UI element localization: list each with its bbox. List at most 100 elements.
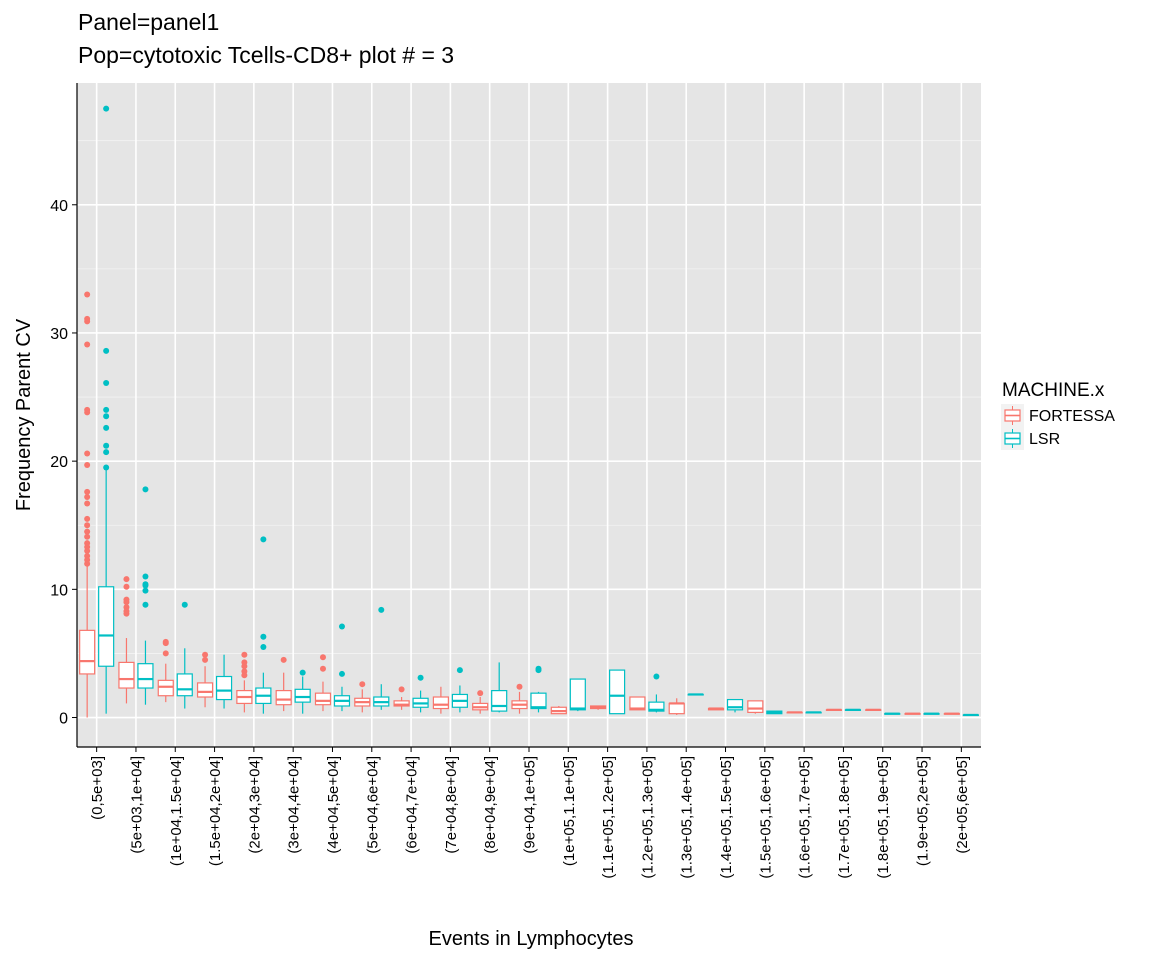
- outlier-point: [84, 341, 91, 348]
- outlier-point: [84, 291, 91, 298]
- legend: MACHINE.x FORTESSA LSR: [1001, 380, 1115, 450]
- outlier-point: [241, 668, 248, 675]
- y-axis-ticks: 0 10 20 30 40: [50, 198, 77, 728]
- outlier-point: [338, 670, 345, 677]
- outlier-point: [653, 673, 660, 680]
- outlier-point: [123, 596, 130, 603]
- outlier-point: [260, 644, 267, 651]
- outlier-point: [260, 633, 267, 640]
- outlier-point: [181, 601, 188, 608]
- legend-label: LSR: [1029, 431, 1060, 448]
- box-fortessa: [786, 711, 803, 714]
- iqr-box: [118, 661, 135, 689]
- box-fortessa: [943, 712, 960, 715]
- box-lsr: [176, 601, 193, 709]
- iqr-box: [432, 696, 449, 710]
- outlier-point: [84, 515, 91, 522]
- box-lsr: [451, 667, 468, 713]
- outlier-point: [398, 686, 405, 693]
- x-tick-label: (1.7e+05,1.8e+05]: [836, 756, 853, 879]
- outlier-point: [84, 553, 91, 560]
- box-fortessa: [825, 708, 843, 711]
- box-fortessa: [747, 700, 764, 714]
- box-fortessa: [236, 651, 253, 713]
- box-lsr: [98, 105, 115, 714]
- x-axis-label: Events in Lymphocytes: [429, 928, 634, 950]
- outlier-point: [378, 606, 385, 613]
- iqr-box: [530, 692, 547, 710]
- x-tick-label: (2e+05,6e+05]: [954, 756, 971, 854]
- outlier-point: [84, 522, 91, 529]
- iqr-box: [569, 678, 586, 711]
- outlier-point: [202, 651, 209, 658]
- iqr-box: [176, 673, 193, 697]
- outlier-point: [260, 536, 267, 543]
- box-lsr: [294, 669, 311, 714]
- box-fortessa: [904, 712, 921, 715]
- outlier-point: [142, 587, 149, 594]
- iqr-box: [196, 682, 214, 698]
- y-tick-label: 30: [50, 326, 68, 343]
- y-tick-label: 0: [59, 711, 68, 728]
- outlier-point: [84, 450, 91, 457]
- iqr-box: [648, 701, 665, 712]
- outlier-point: [202, 656, 209, 663]
- outlier-point: [516, 683, 523, 690]
- outlier-point: [84, 461, 91, 468]
- outlier-point: [338, 623, 345, 630]
- outlier-point: [241, 651, 248, 658]
- x-tick-label: (5e+03,1e+04]: [128, 756, 145, 854]
- outlier-point: [359, 681, 366, 688]
- box-lsr: [648, 673, 665, 713]
- box-lsr: [884, 712, 901, 715]
- legend-item-fortessa: FORTESSA: [1001, 404, 1115, 427]
- outlier-point: [123, 576, 130, 583]
- outlier-point: [319, 665, 326, 672]
- x-tick-label: (6e+04,7e+04]: [404, 756, 421, 854]
- x-axis-ticks: (0,5e+03] (5e+03,1e+04] (1e+04,1.5e+04] (1.…: [89, 747, 971, 879]
- outlier-point: [123, 583, 130, 590]
- x-tick-label: (1.8e+05,1.9e+05]: [875, 756, 892, 879]
- box-lsr: [962, 713, 979, 717]
- iqr-box: [215, 675, 233, 701]
- box-lsr: [726, 698, 744, 713]
- x-tick-label: (2e+04,3e+04]: [246, 756, 263, 854]
- box-lsr: [491, 662, 508, 713]
- box-fortessa: [314, 654, 332, 712]
- box-lsr: [530, 665, 547, 713]
- box-fortessa: [550, 705, 567, 715]
- x-tick-label: (1.5e+05,1.6e+05]: [757, 756, 774, 879]
- outlier-point: [299, 669, 306, 676]
- box-lsr: [373, 606, 390, 710]
- iqr-box: [137, 663, 154, 689]
- iqr-box: [668, 702, 685, 715]
- iqr-box: [747, 700, 764, 713]
- x-tick-label: (0,5e+03]: [89, 756, 106, 820]
- box-lsr: [215, 654, 233, 709]
- outlier-point: [477, 690, 484, 697]
- box-fortessa: [196, 651, 214, 708]
- outlier-point: [142, 573, 149, 580]
- box-fortessa: [865, 708, 882, 711]
- outlier-point: [103, 379, 110, 386]
- x-tick-label: (8e+04,9e+04]: [482, 756, 499, 854]
- outlier-point: [123, 604, 130, 611]
- outlier-point: [103, 105, 110, 112]
- outlier-point: [84, 315, 91, 322]
- box-fortessa: [668, 698, 685, 715]
- box-fortessa: [432, 686, 449, 714]
- box-lsr: [923, 712, 940, 715]
- box-fortessa: [472, 690, 489, 714]
- iqr-box: [314, 692, 332, 706]
- outlier-point: [103, 347, 110, 354]
- iqr-box: [609, 669, 626, 715]
- box-fortessa: [629, 696, 646, 711]
- box-fortessa: [707, 707, 725, 711]
- outlier-point: [103, 413, 110, 420]
- box-lsr: [766, 710, 783, 715]
- y-axis-label: Frequency Parent CV: [13, 318, 35, 511]
- x-tick-label: (1.9e+05,2e+05]: [915, 756, 932, 866]
- outlier-point: [103, 406, 110, 413]
- outlier-point: [84, 533, 91, 540]
- x-tick-label: (7e+04,8e+04]: [443, 756, 460, 854]
